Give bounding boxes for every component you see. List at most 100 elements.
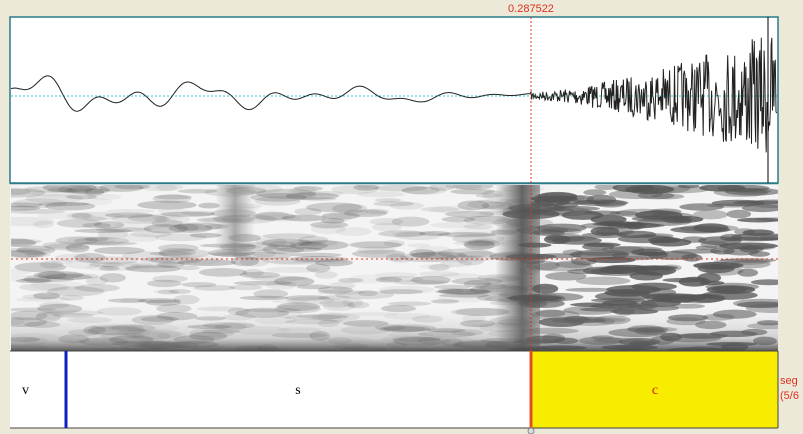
spectral-blob (176, 255, 222, 265)
spectral-blob (343, 209, 388, 217)
cursor-handle[interactable] (527, 427, 535, 434)
spectral-blob (580, 222, 637, 230)
spectral-blob (388, 255, 413, 263)
spectral-blob (670, 226, 731, 234)
spectral-blob (551, 236, 602, 245)
spectral-blob (394, 280, 449, 285)
spectral-blob (662, 215, 692, 224)
spectral-blob (281, 214, 327, 222)
spectral-blob (445, 210, 495, 218)
low-energy (11, 300, 778, 351)
spectral-blob (418, 263, 453, 269)
spectral-blob (157, 289, 180, 295)
spectral-blob (733, 200, 778, 205)
spectral-blob (82, 222, 112, 229)
spectral-blob (706, 285, 756, 295)
spectral-blob (176, 223, 199, 232)
spectral-blob (654, 186, 709, 194)
spectral-blob (438, 273, 483, 279)
spectral-blob (45, 274, 93, 280)
spectral-blob (374, 185, 427, 192)
spectral-blob (706, 203, 754, 208)
spectral-blob (565, 287, 615, 292)
spectral-blob (67, 211, 124, 221)
spectral-blob (453, 240, 506, 246)
spectral-blob (38, 202, 90, 207)
spectral-blob (441, 288, 491, 295)
spectral-blob (47, 187, 78, 193)
spectral-blob (74, 237, 130, 245)
spectral-blob (178, 188, 218, 194)
spectral-blob (181, 210, 215, 216)
spectral-blob (11, 205, 41, 211)
spectral-blob (310, 221, 349, 229)
spectral-blob (178, 265, 200, 271)
interval-label[interactable]: c (652, 383, 658, 398)
cursor-time: 0.287522 (508, 3, 554, 15)
spectral-blob (66, 194, 98, 200)
spectral-blob (177, 259, 237, 267)
spectral-blob (256, 188, 317, 199)
spectral-blob (198, 202, 220, 209)
spectral-blob (679, 224, 739, 232)
spectral-blob (457, 200, 490, 211)
spectral-blob (56, 218, 102, 228)
spectral-blob (609, 246, 663, 253)
interval-label[interactable]: s (295, 383, 300, 398)
spectral-blob (441, 216, 476, 223)
spectral-blob (331, 185, 379, 195)
spectral-blob (317, 295, 351, 301)
spectral-blob (99, 185, 144, 192)
spectral-blob (679, 203, 725, 211)
spectral-blob (99, 265, 120, 271)
spectral-blob (285, 192, 340, 200)
spectral-blob (71, 212, 92, 219)
spectral-blob (84, 264, 115, 271)
spectral-blob (114, 185, 150, 190)
spectral-blob (254, 196, 301, 206)
spectral-blob (300, 196, 337, 201)
spectral-blob (374, 198, 402, 203)
spectral-blob (375, 276, 402, 283)
spectral-blob (193, 285, 236, 291)
spectral-blob (11, 269, 31, 276)
spectral-blob (299, 240, 349, 250)
spectral-blob (741, 204, 778, 213)
spectral-blob (575, 251, 629, 256)
spectral-blob (97, 229, 129, 239)
spectral-blob (269, 259, 320, 265)
spectral-blob (392, 231, 424, 237)
spectral-blob (292, 255, 347, 263)
spectral-blob (11, 274, 43, 282)
spectral-blob (325, 213, 352, 223)
spectral-blob (335, 227, 372, 236)
spectral-blob (250, 193, 307, 202)
spectral-blob (154, 233, 207, 242)
spectral-blob (315, 258, 353, 267)
spectral-blob (11, 238, 37, 247)
spectral-blob (331, 203, 368, 214)
spectral-blob (293, 258, 348, 265)
spectral-blob (437, 288, 490, 295)
spectral-blob (268, 241, 297, 250)
spectral-blob (154, 194, 192, 200)
spectral-blob (11, 249, 45, 258)
spectral-blob (12, 198, 67, 208)
spectral-blob (275, 246, 322, 253)
spectral-blob (662, 277, 707, 283)
spectral-blob (440, 260, 473, 267)
spectral-blob (261, 233, 317, 239)
spectral-blob (262, 244, 304, 255)
spectral-blob (615, 208, 671, 218)
spectral-blob (11, 188, 46, 198)
interval-label[interactable]: v (22, 383, 29, 398)
spectral-blob (297, 240, 323, 246)
selected-interval[interactable] (532, 351, 778, 428)
spectral-blob (114, 221, 171, 230)
spectral-blob (369, 218, 404, 226)
spectral-blob (351, 249, 406, 258)
spectral-blob (88, 261, 124, 268)
spectral-blob (451, 277, 503, 285)
spectral-blob (395, 231, 442, 241)
spectral-blob (285, 190, 317, 201)
